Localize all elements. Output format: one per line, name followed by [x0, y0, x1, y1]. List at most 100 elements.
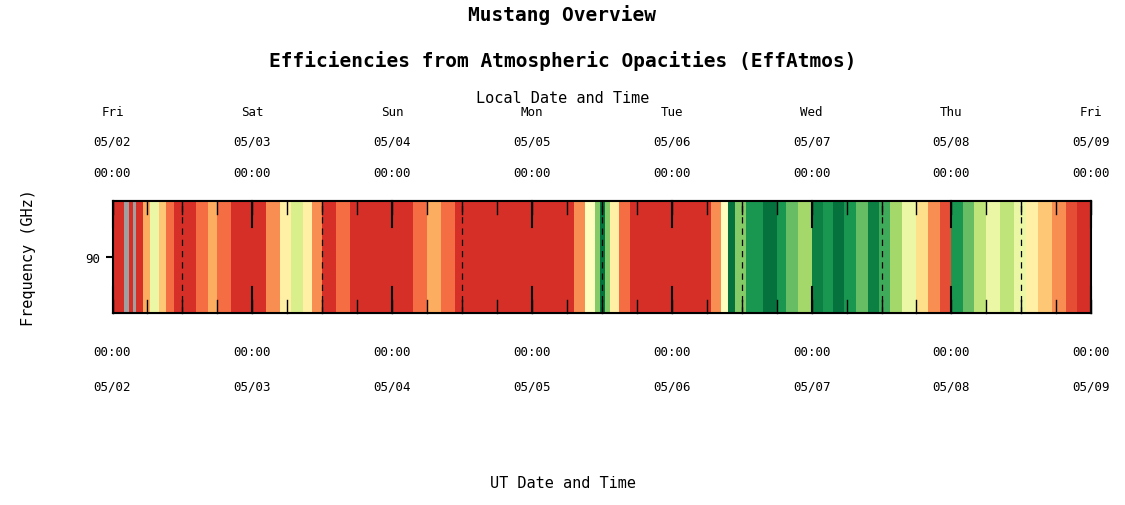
Bar	[963, 202, 974, 313]
Text: 05/06: 05/06	[652, 380, 691, 393]
Bar	[208, 202, 217, 313]
Bar	[879, 202, 890, 313]
Bar	[128, 202, 133, 313]
Bar	[217, 202, 232, 313]
Text: 00:00: 00:00	[652, 345, 691, 358]
Text: 00:00: 00:00	[1072, 167, 1110, 179]
Text: 05/08: 05/08	[933, 135, 970, 148]
Bar	[532, 202, 546, 313]
Bar	[1038, 202, 1052, 313]
Text: 05/02: 05/02	[93, 135, 132, 148]
Bar	[974, 202, 987, 313]
Bar	[856, 202, 867, 313]
Bar	[174, 202, 182, 313]
Bar	[844, 202, 856, 313]
Text: Fri: Fri	[101, 106, 124, 119]
Bar	[630, 202, 644, 313]
Text: 05/08: 05/08	[933, 380, 970, 393]
Bar	[711, 202, 721, 313]
Bar	[159, 202, 165, 313]
Bar	[165, 202, 174, 313]
Bar	[574, 202, 585, 313]
Text: 00:00: 00:00	[513, 345, 551, 358]
Bar	[644, 202, 658, 313]
Bar	[601, 202, 604, 313]
Text: Wed: Wed	[800, 106, 822, 119]
Bar	[832, 202, 844, 313]
Bar	[291, 202, 303, 313]
Text: 05/02: 05/02	[93, 380, 132, 393]
Text: Tue: Tue	[660, 106, 683, 119]
Bar	[1026, 202, 1038, 313]
Bar	[267, 202, 280, 313]
Bar	[700, 202, 711, 313]
Bar	[585, 202, 595, 313]
Bar	[232, 202, 252, 313]
Bar	[776, 202, 786, 313]
Bar	[413, 202, 428, 313]
Text: 05/09: 05/09	[1072, 380, 1110, 393]
Bar	[378, 202, 393, 313]
Text: 00:00: 00:00	[374, 345, 411, 358]
Text: 00:00: 00:00	[793, 167, 830, 179]
Text: 05/07: 05/07	[793, 380, 830, 393]
Text: UT Date and Time: UT Date and Time	[489, 475, 636, 490]
Text: 05/07: 05/07	[793, 135, 830, 148]
Text: Fri: Fri	[1080, 106, 1102, 119]
Bar	[336, 202, 350, 313]
Bar	[125, 202, 128, 313]
Bar	[455, 202, 476, 313]
Bar	[133, 202, 136, 313]
Text: 00:00: 00:00	[513, 167, 551, 179]
Bar	[928, 202, 940, 313]
Bar	[252, 202, 267, 313]
Bar	[197, 202, 208, 313]
Bar	[987, 202, 1000, 313]
Bar	[182, 202, 197, 313]
Text: Sun: Sun	[381, 106, 404, 119]
Text: 05/03: 05/03	[234, 135, 271, 148]
Bar	[350, 202, 364, 313]
Bar	[428, 202, 441, 313]
Bar	[786, 202, 798, 313]
Text: 05/03: 05/03	[234, 380, 271, 393]
Bar	[728, 202, 735, 313]
Bar	[604, 202, 610, 313]
Bar	[280, 202, 291, 313]
Bar	[746, 202, 763, 313]
Bar	[686, 202, 700, 313]
Text: Mustang Overview: Mustang Overview	[468, 5, 657, 25]
Bar	[867, 202, 879, 313]
Bar	[940, 202, 952, 313]
Bar	[303, 202, 313, 313]
Text: 00:00: 00:00	[933, 167, 970, 179]
Bar	[112, 202, 125, 313]
Text: 00:00: 00:00	[793, 345, 830, 358]
Bar	[735, 202, 746, 313]
Bar	[1066, 202, 1078, 313]
Text: 00:00: 00:00	[234, 345, 271, 358]
Bar	[490, 202, 504, 313]
Text: 05/09: 05/09	[1072, 135, 1110, 148]
Bar	[619, 202, 630, 313]
Bar	[822, 202, 832, 313]
Bar	[890, 202, 902, 313]
Text: 05/04: 05/04	[374, 135, 411, 148]
Bar	[595, 202, 601, 313]
Bar	[560, 202, 574, 313]
Text: Sat: Sat	[241, 106, 263, 119]
Bar	[136, 202, 143, 313]
Bar	[518, 202, 532, 313]
Bar	[798, 202, 811, 313]
Text: Mon: Mon	[521, 106, 543, 119]
Bar	[672, 202, 686, 313]
Bar	[441, 202, 454, 313]
Bar	[1015, 202, 1026, 313]
Bar	[658, 202, 672, 313]
Bar	[610, 202, 619, 313]
Text: 00:00: 00:00	[374, 167, 411, 179]
Bar	[1078, 202, 1091, 313]
Text: 00:00: 00:00	[93, 167, 132, 179]
Text: 05/05: 05/05	[513, 380, 551, 393]
Bar	[1052, 202, 1066, 313]
